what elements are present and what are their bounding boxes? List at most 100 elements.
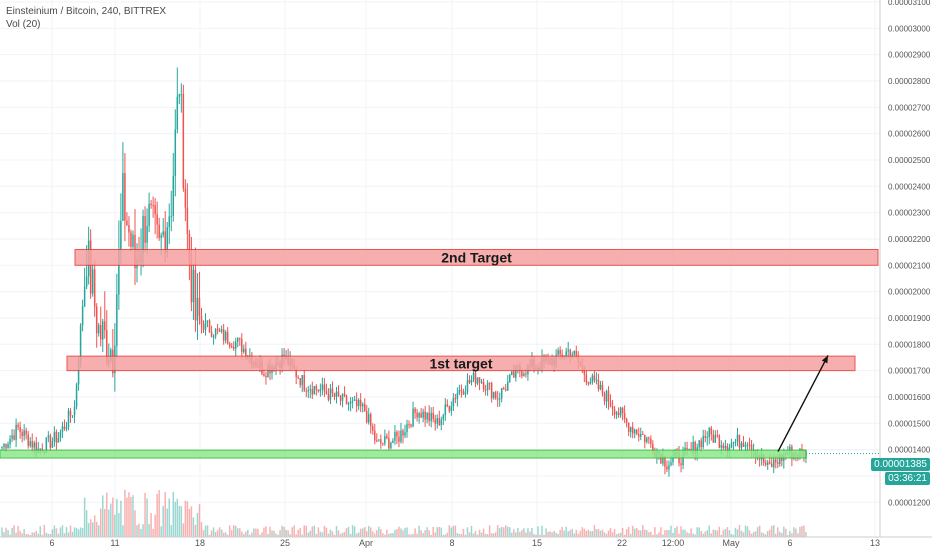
- volume-bar: [93, 515, 96, 537]
- volume-bar: [162, 505, 164, 537]
- candle-body: [7, 444, 9, 449]
- candle-body: [57, 437, 60, 443]
- candle-body: [700, 440, 702, 448]
- candle-body: [599, 384, 602, 390]
- candle-body: [9, 438, 11, 445]
- volume-bar: [35, 531, 38, 537]
- volume-bar: [492, 533, 495, 537]
- projection-arrow[interactable]: [777, 355, 829, 452]
- volume-bar: [263, 527, 265, 537]
- volume-bar: [293, 525, 295, 537]
- volume-bar: [529, 531, 531, 537]
- candle-body: [91, 269, 94, 294]
- volume-bar: [396, 529, 398, 537]
- volume-bar: [226, 534, 229, 537]
- volume-bar: [440, 527, 443, 537]
- volume-bar: [81, 528, 84, 537]
- candle-body: [511, 371, 513, 376]
- volume-bar: [110, 503, 112, 537]
- candle-body: [494, 392, 497, 399]
- y-tick-label: 0.00001600: [888, 393, 931, 402]
- volume-bar: [102, 495, 104, 537]
- candle-body: [333, 393, 336, 397]
- candle-body: [3, 443, 5, 448]
- volume-bar: [781, 533, 783, 537]
- volume-bar: [218, 527, 221, 537]
- candle-body: [376, 440, 378, 442]
- volume-bar: [239, 528, 241, 537]
- volume-bar: [438, 526, 441, 537]
- candle-body: [23, 430, 25, 437]
- volume-bar: [361, 528, 364, 537]
- candle-body: [646, 437, 648, 442]
- candle-body: [104, 321, 106, 331]
- candle-body: [234, 341, 237, 349]
- candle-body: [573, 350, 576, 355]
- candle-body: [764, 462, 767, 465]
- volume-bar: [551, 532, 553, 537]
- candle-body: [99, 325, 102, 340]
- candle-body: [184, 188, 187, 208]
- candle-body: [349, 401, 352, 404]
- volume-bar: [654, 527, 656, 537]
- volume-bar: [210, 530, 213, 537]
- volume-bar: [702, 533, 704, 537]
- candle-body: [216, 328, 219, 331]
- volume-bar: [579, 530, 582, 537]
- volume-bar: [724, 529, 727, 537]
- volume-bar: [615, 534, 618, 537]
- volume-bar: [73, 527, 76, 537]
- volume-bar: [365, 531, 368, 537]
- candle-body: [484, 389, 487, 391]
- candle-body: [408, 424, 410, 426]
- volume-bar: [287, 530, 289, 537]
- volume-bar: [674, 528, 676, 537]
- volume-bar: [59, 527, 62, 537]
- candle-body: [746, 444, 749, 446]
- x-tick-label: 6: [787, 538, 792, 548]
- candle-body: [150, 203, 152, 206]
- candle-body: [416, 412, 418, 418]
- volume-bar: [521, 530, 523, 537]
- volume-bar: [768, 529, 771, 537]
- candle-body: [176, 96, 179, 130]
- candle-body: [97, 325, 100, 334]
- volume-bar: [301, 534, 303, 537]
- volume-bar: [158, 490, 160, 537]
- candle-body: [206, 320, 209, 322]
- volume-bar: [595, 529, 598, 537]
- candle-body: [404, 432, 406, 436]
- volume-bar: [505, 525, 507, 537]
- volume-bar: [420, 530, 422, 537]
- candle-body: [694, 442, 696, 455]
- volume-bar: [664, 530, 666, 537]
- volume-bar: [430, 534, 432, 537]
- candle-body: [424, 411, 426, 420]
- volume-bar: [676, 526, 678, 537]
- target-zone[interactable]: [74, 248, 879, 266]
- target-zone[interactable]: [66, 355, 856, 372]
- candle-body: [239, 338, 241, 340]
- volume-bar: [416, 533, 418, 537]
- volume-bar: [204, 525, 207, 537]
- candle-body: [1, 447, 3, 449]
- volume-bar: [15, 532, 17, 537]
- y-tick-label: 0.00001800: [888, 340, 931, 349]
- volume-bar: [25, 534, 27, 537]
- volume-bar: [305, 525, 308, 537]
- volume-bar: [549, 531, 551, 537]
- candle-body: [597, 379, 600, 390]
- candle-body: [728, 447, 731, 452]
- volume-bar: [599, 530, 602, 537]
- candle-body: [668, 465, 670, 470]
- candle-body: [464, 392, 467, 395]
- volume-bar: [134, 510, 136, 537]
- volume-bar: [593, 525, 596, 537]
- volume-bar: [313, 525, 316, 537]
- volume-bar: [730, 534, 733, 537]
- volume-bar: [367, 525, 370, 537]
- support-zone[interactable]: [0, 449, 807, 459]
- candle-body: [478, 377, 481, 383]
